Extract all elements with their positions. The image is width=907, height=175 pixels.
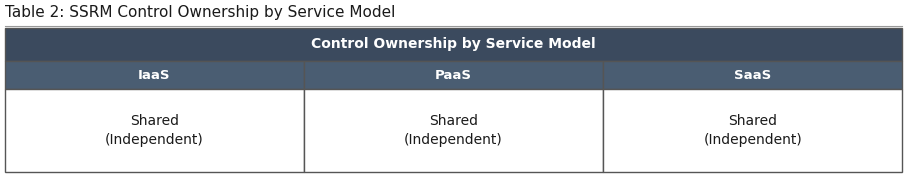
Text: Shared
(Independent): Shared (Independent) <box>405 114 502 147</box>
Bar <box>603 61 902 89</box>
Bar <box>5 89 304 172</box>
Bar <box>304 61 603 89</box>
Text: SaaS: SaaS <box>734 69 772 82</box>
Bar <box>304 89 603 172</box>
Text: IaaS: IaaS <box>138 69 171 82</box>
Bar <box>5 28 902 61</box>
Text: Control Ownership by Service Model: Control Ownership by Service Model <box>311 37 596 51</box>
Text: Table 2: SSRM Control Ownership by Service Model: Table 2: SSRM Control Ownership by Servi… <box>5 5 395 20</box>
Text: Shared
(Independent): Shared (Independent) <box>704 114 802 147</box>
Bar <box>5 61 304 89</box>
Bar <box>603 89 902 172</box>
Text: Shared
(Independent): Shared (Independent) <box>105 114 203 147</box>
Text: PaaS: PaaS <box>435 69 472 82</box>
